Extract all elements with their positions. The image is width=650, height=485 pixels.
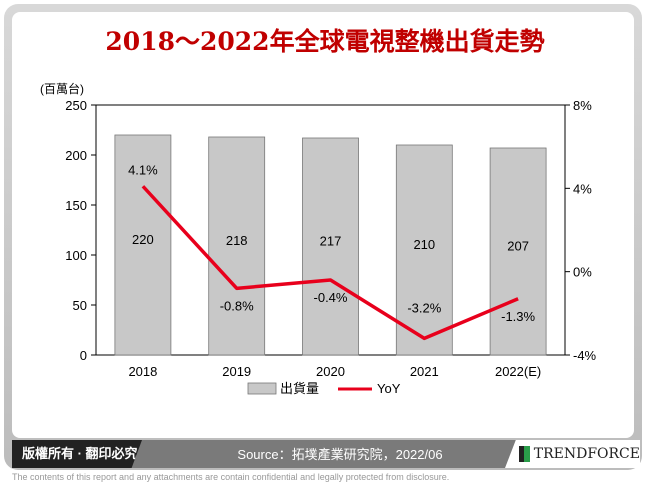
bar-2021 — [395, 144, 453, 356]
disclaimer: The contents of this report and any atta… — [12, 472, 450, 482]
y-tick-label: 0 — [80, 348, 87, 363]
chart: (百萬台) 0 50 100 150 200 250 -4% 0% 4% 8% 220 2018 218 2… — [40, 81, 597, 396]
yoy-label: -3.2% — [407, 300, 441, 315]
y2-tick-label: 4% — [573, 181, 592, 196]
y-tick-label: 200 — [65, 148, 87, 163]
yoy-label: 4.1% — [128, 162, 158, 177]
bar-label: 218 — [226, 233, 248, 248]
bar-2020 — [302, 137, 359, 356]
y2-tick-label: 8% — [573, 98, 592, 113]
copyright-label: 版權所有 · 翻印必究 — [12, 440, 142, 468]
x-tick-label: 2022(E) — [495, 364, 541, 379]
y-tick-label: 100 — [65, 248, 87, 263]
logo-mark-icon — [519, 446, 530, 462]
bar-2018 — [114, 134, 172, 356]
y-axis-label: (百萬台) — [40, 81, 84, 96]
bar-label: 220 — [132, 232, 154, 247]
bar-label: 217 — [320, 234, 342, 249]
yoy-line — [141, 185, 519, 341]
x-tick-label: 2018 — [128, 364, 157, 379]
x-tick-label: 2019 — [222, 364, 251, 379]
source-label: Source：拓墣產業研究院，2022/06 — [237, 447, 443, 462]
chart-title: 2018～2022年全球電視整機出貨走勢 — [105, 27, 545, 56]
y2-tick-label: 0% — [573, 265, 592, 280]
bar-2022(E) — [489, 147, 547, 356]
x-tick-label: 2021 — [410, 364, 439, 379]
logo-text: TRENDFORCE — [533, 446, 640, 462]
bar-label: 210 — [413, 237, 435, 252]
legend-bar-label: 出貨量 — [280, 381, 319, 396]
y-tick-label: 250 — [65, 98, 87, 113]
bar-label: 207 — [507, 239, 529, 254]
y-tick-label: 150 — [65, 198, 87, 213]
yoy-label: -0.8% — [220, 298, 254, 313]
y-tick-label: 50 — [73, 298, 87, 313]
yoy-label: -1.3% — [501, 309, 535, 324]
x-tick-label: 2020 — [316, 364, 345, 379]
bar-2019 — [208, 136, 266, 356]
yoy-label: -0.4% — [314, 290, 348, 305]
y2-tick-label: -4% — [573, 348, 597, 363]
trendforce-logo: TRENDFORCE — [505, 440, 640, 468]
legend-bar-swatch — [247, 382, 277, 395]
legend-line-label: YoY — [377, 381, 401, 396]
